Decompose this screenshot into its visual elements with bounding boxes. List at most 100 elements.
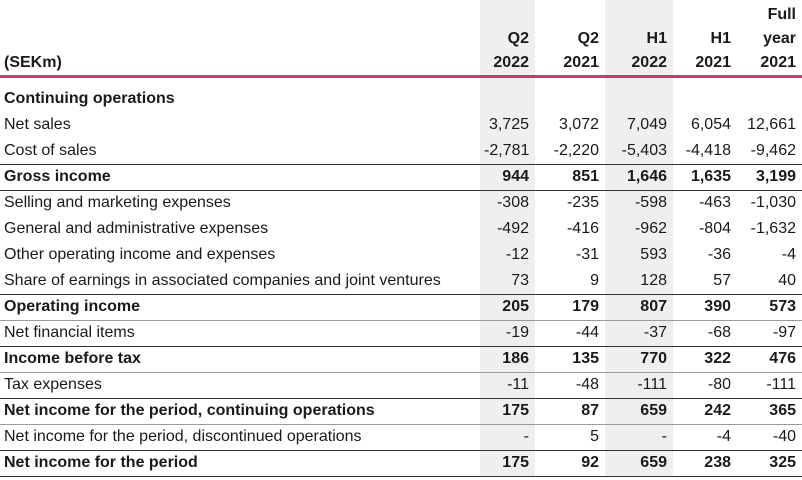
row-value: 573 [737, 293, 802, 320]
row-label: Net income for the period, discontinued … [0, 423, 480, 450]
header-empty [0, 0, 480, 24]
row-value: 659 [605, 397, 673, 424]
col-header-top: Full [767, 6, 796, 23]
row-value: -1,030 [737, 189, 802, 216]
table-row: General and administrative expenses -492 -… [0, 216, 802, 242]
table-row: Tax expenses -11 -48 -111 -80 -111 [0, 371, 802, 398]
row-value: -19 [480, 319, 535, 346]
row-value: 87 [535, 397, 605, 424]
col-header-period: H1 [605, 24, 673, 48]
row-value: 9 [590, 271, 599, 289]
col-header-year: 2021 [673, 48, 737, 78]
table-row: Net income for the period, discontinued … [0, 423, 802, 450]
row-label: General and administrative expenses [4, 220, 269, 237]
row-value: 3,725 [480, 112, 535, 138]
col-header-period: Q2 [577, 30, 599, 47]
row-label: Operating income [0, 293, 480, 320]
row-value: -2,220 [553, 141, 599, 159]
row-label: Other operating income and expenses [4, 246, 276, 263]
row-value: 6,054 [690, 116, 731, 133]
row-value: - [480, 423, 535, 450]
row-value: 40 [778, 271, 796, 289]
col-header-top [480, 0, 535, 24]
row-value: 205 [480, 293, 535, 320]
row-value: -1,632 [750, 220, 796, 237]
unit-label: (SEKm) [0, 48, 480, 78]
row-value: 593 [605, 242, 673, 268]
row-value: -31 [575, 246, 599, 263]
row-value: 128 [605, 268, 673, 294]
row-value: -962 [605, 216, 673, 242]
col-header-year: 2021 [535, 48, 605, 78]
row-value: 179 [535, 293, 605, 320]
row-value: -12 [480, 242, 535, 268]
row-value: - [605, 423, 673, 450]
row-value: 659 [605, 449, 673, 477]
row-value: 322 [673, 345, 737, 372]
table-row: Income before tax 186 135 770 322 476 [0, 345, 802, 372]
row-label: Net financial items [0, 319, 480, 346]
row-value: 12,661 [747, 116, 796, 133]
row-value: -235 [535, 189, 605, 216]
row-value: 851 [535, 163, 605, 190]
row-value: -97 [737, 319, 802, 346]
row-label: Net sales [4, 116, 71, 133]
row-value: 5 [535, 423, 605, 450]
row-value: -80 [673, 371, 737, 398]
row-value: -4 [673, 423, 737, 450]
row-value: 807 [605, 293, 673, 320]
row-value: -44 [535, 319, 605, 346]
row-label: Share of earnings in associated companie… [4, 271, 441, 289]
row-label: Income before tax [0, 345, 480, 372]
row-value: -5,403 [605, 138, 673, 164]
header-empty [0, 24, 480, 48]
row-value: 476 [737, 345, 802, 372]
section-title: Continuing operations [4, 90, 175, 107]
row-label: Net income for the period, continuing op… [0, 397, 480, 424]
row-value: -416 [566, 220, 599, 237]
row-value: 365 [737, 397, 802, 424]
row-value: 390 [673, 293, 737, 320]
row-value: 175 [480, 449, 535, 477]
table-row: Net income for the period 175 92 659 238 325 [0, 449, 802, 477]
row-value: -598 [605, 189, 673, 216]
table-row: Operating income 205 179 807 390 573 [0, 293, 802, 320]
row-label: Selling and marketing expenses [0, 189, 480, 216]
row-value: -4 [781, 246, 796, 263]
row-value: 325 [737, 449, 802, 477]
row-value: -36 [707, 246, 731, 263]
row-value: -111 [737, 371, 802, 398]
table-row: Gross income 944 851 1,646 1,635 3,199 [0, 163, 802, 190]
row-value: -2,781 [480, 138, 535, 164]
row-value: -9,462 [750, 141, 796, 159]
row-value: 186 [480, 345, 535, 372]
row-label: Tax expenses [0, 371, 480, 398]
row-value: 135 [535, 345, 605, 372]
row-value: -48 [535, 371, 605, 398]
table-row: Other operating income and expenses -12 -3… [0, 242, 802, 268]
row-label: Net income for the period [0, 449, 480, 477]
row-value: 944 [480, 163, 535, 190]
table-row: Net financial items -19 -44 -37 -68 -97 [0, 319, 802, 346]
row-value: -68 [673, 319, 737, 346]
row-value: 770 [605, 345, 673, 372]
table-row: Cost of sales -2,781 -2,220 -5,403 -4,418 -9,… [0, 138, 802, 164]
row-value: 3,072 [558, 116, 599, 133]
row-value: 1,635 [673, 163, 737, 190]
row-value: 238 [673, 449, 737, 477]
col-header-period: year [763, 30, 796, 47]
row-label: Cost of sales [4, 141, 97, 159]
row-value: 92 [535, 449, 605, 477]
row-value: -804 [698, 220, 731, 237]
col-header-year: 2022 [480, 48, 535, 78]
row-value: 3,199 [737, 163, 802, 190]
row-value: -40 [737, 423, 802, 450]
row-value: 1,646 [605, 163, 673, 190]
row-value: -492 [480, 216, 535, 242]
col-header-period: Q2 [480, 24, 535, 48]
row-value: -11 [480, 371, 535, 398]
col-header-top [673, 0, 737, 24]
row-value: 57 [713, 271, 731, 289]
row-value: 175 [480, 397, 535, 424]
